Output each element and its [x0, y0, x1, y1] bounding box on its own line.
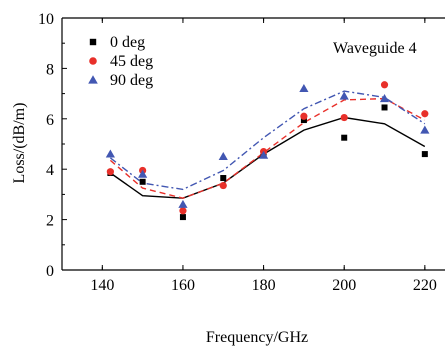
data-point-series-0: [341, 134, 348, 141]
data-point-series-0: [179, 214, 186, 221]
y-tick-label: 2: [46, 213, 54, 230]
data-point-series-1: [421, 110, 429, 118]
x-tick-label: 200: [332, 277, 356, 294]
legend-marker-series-2: [88, 75, 98, 84]
legend-label-series-1: 45 deg: [110, 53, 153, 70]
x-tick-label: 140: [90, 277, 114, 294]
data-point-series-0: [381, 104, 388, 111]
y-tick-label: 4: [46, 162, 54, 179]
data-point-series-0: [139, 178, 146, 185]
data-point-series-0: [421, 151, 428, 158]
legend-marker-series-0: [89, 38, 97, 46]
data-markers: [105, 81, 430, 221]
data-point-series-1: [380, 81, 389, 89]
ticks: 140 160 180 200 220 0 2 4 6 8 10: [38, 11, 437, 294]
data-point-series-2: [420, 125, 430, 134]
x-tick-label: 160: [171, 277, 195, 294]
data-point-series-1: [340, 113, 348, 122]
data-point-series-2: [299, 83, 309, 93]
data-point-series-0: [220, 175, 227, 182]
legend-label-series-0: 0 deg: [110, 34, 145, 51]
data-point-series-1: [219, 181, 227, 190]
x-axis-label: Frequency/GHz: [206, 329, 308, 346]
y-tick-label: 0: [46, 263, 54, 280]
data-point-series-2: [105, 149, 115, 158]
legend-marker-series-1: [89, 57, 97, 65]
y-tick-label: 8: [46, 61, 54, 78]
y-tick-label: 6: [46, 112, 54, 129]
data-point-series-1: [106, 168, 114, 176]
legend-label-series-2: 90 deg: [110, 72, 153, 89]
y-axis-label: Loss/(dB/m): [11, 103, 28, 184]
legend: 0 deg 45 deg 90 deg: [88, 34, 153, 89]
data-point-series-2: [178, 199, 188, 208]
data-point-series-2: [258, 150, 269, 159]
data-point-series-2: [379, 94, 390, 103]
x-tick-label: 220: [413, 277, 437, 294]
data-point-series-2: [138, 169, 148, 178]
waveguide-annotation: Waveguide 4: [333, 40, 417, 57]
data-point-series-0: [300, 117, 307, 124]
fit-line-series-1: [109, 97, 426, 199]
x-tick-label: 180: [252, 277, 276, 294]
data-point-series-1: [300, 112, 308, 120]
data-point-series-2: [218, 152, 228, 161]
data-point-series-1: [179, 207, 187, 215]
y-tick-label: 10: [38, 11, 54, 28]
data-point-series-2: [339, 91, 349, 100]
